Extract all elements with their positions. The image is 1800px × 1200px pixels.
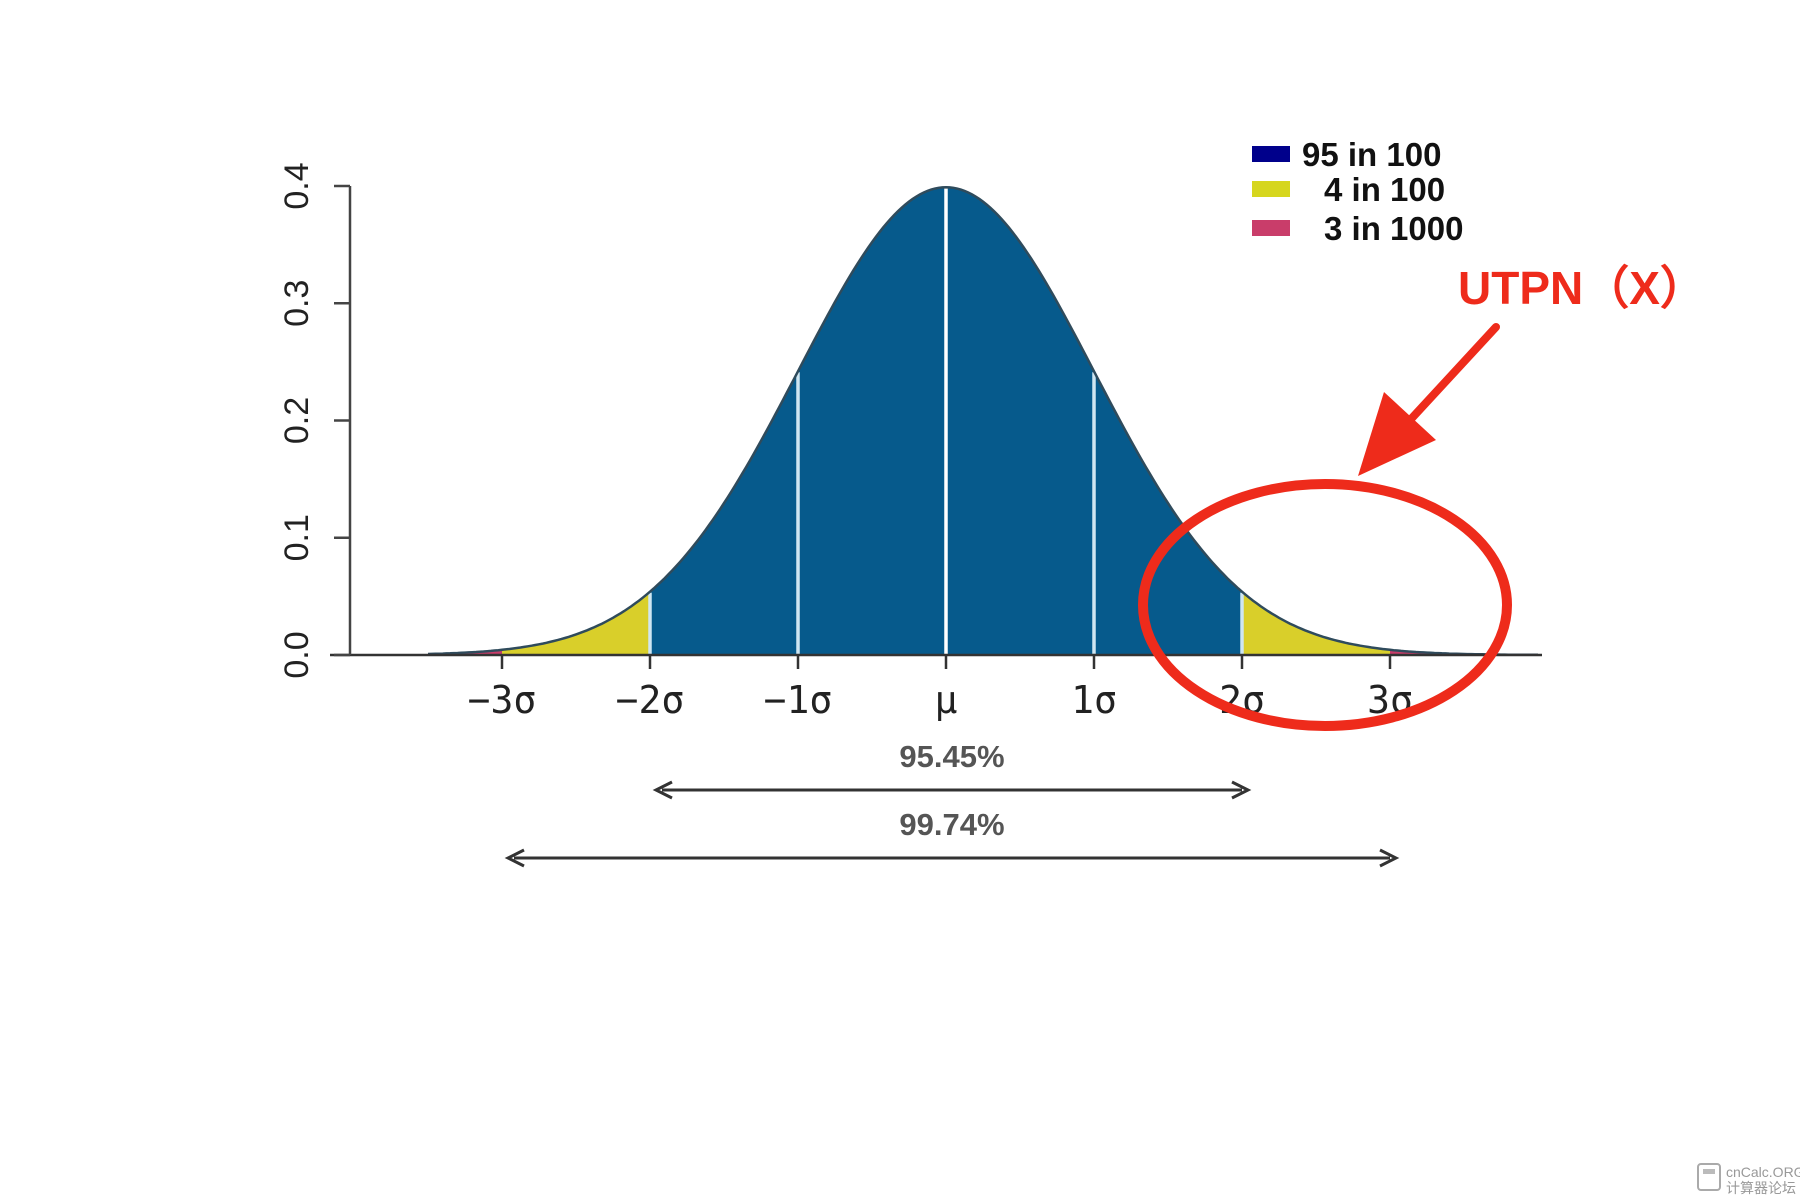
region-2 bbox=[1242, 591, 1390, 655]
density-curve bbox=[427, 185, 1538, 657]
legend-swatch bbox=[1252, 181, 1290, 197]
y-tick-label: 0.0 bbox=[278, 631, 316, 678]
y-tick-label: 0.1 bbox=[278, 514, 316, 561]
region-1 bbox=[502, 591, 650, 655]
legend-swatch bbox=[1252, 220, 1290, 236]
calculator-icon bbox=[1697, 1163, 1721, 1191]
calculator-icon-screen bbox=[1703, 1169, 1715, 1174]
range-arrowhead-right bbox=[1379, 848, 1400, 868]
axes: 0.00.10.20.30.4−3σ −2σ −1σ μ 1σ 2σ 3σ bbox=[278, 162, 1542, 722]
shaded-regions bbox=[428, 187, 1538, 655]
annotation-arrow-shaft bbox=[1408, 323, 1500, 422]
y-tick-label: 0.4 bbox=[278, 162, 316, 209]
x-tick-label: −2σ bbox=[616, 678, 685, 722]
watermark-line1: cnCalc.ORG bbox=[1726, 1164, 1800, 1180]
x-tick-label: μ bbox=[935, 678, 958, 722]
legend-label: 3 in 1000 bbox=[1324, 210, 1463, 247]
x-tick-label: −1σ bbox=[764, 678, 833, 722]
legend-label: 4 in 100 bbox=[1324, 171, 1445, 208]
range-arrowhead-left bbox=[652, 780, 673, 800]
range-label: 95.45% bbox=[899, 739, 1004, 774]
legend-label: 95 in 100 bbox=[1302, 136, 1441, 173]
range-arrowhead-right bbox=[1231, 780, 1252, 800]
highlight-ellipse bbox=[1138, 479, 1512, 731]
y-tick-label: 0.3 bbox=[278, 280, 316, 327]
y-tick-label: 0.2 bbox=[278, 397, 316, 444]
range-arrows: 95.45% 99.74% bbox=[504, 739, 1400, 868]
annotation-arrowhead bbox=[1358, 392, 1436, 476]
range-arrowhead-left bbox=[504, 848, 525, 868]
annotation-label: UTPN（X） bbox=[1458, 262, 1706, 314]
range-label: 99.74% bbox=[899, 807, 1004, 842]
sigma-divider-lines bbox=[648, 188, 1244, 655]
utpn-annotation: UTPN（X） bbox=[1138, 262, 1706, 731]
x-tick-label: −3σ bbox=[468, 678, 537, 722]
watermark-line2: 计算器论坛 bbox=[1726, 1180, 1796, 1196]
legend-swatch bbox=[1252, 146, 1290, 162]
x-tick-label: 1σ bbox=[1071, 678, 1117, 722]
